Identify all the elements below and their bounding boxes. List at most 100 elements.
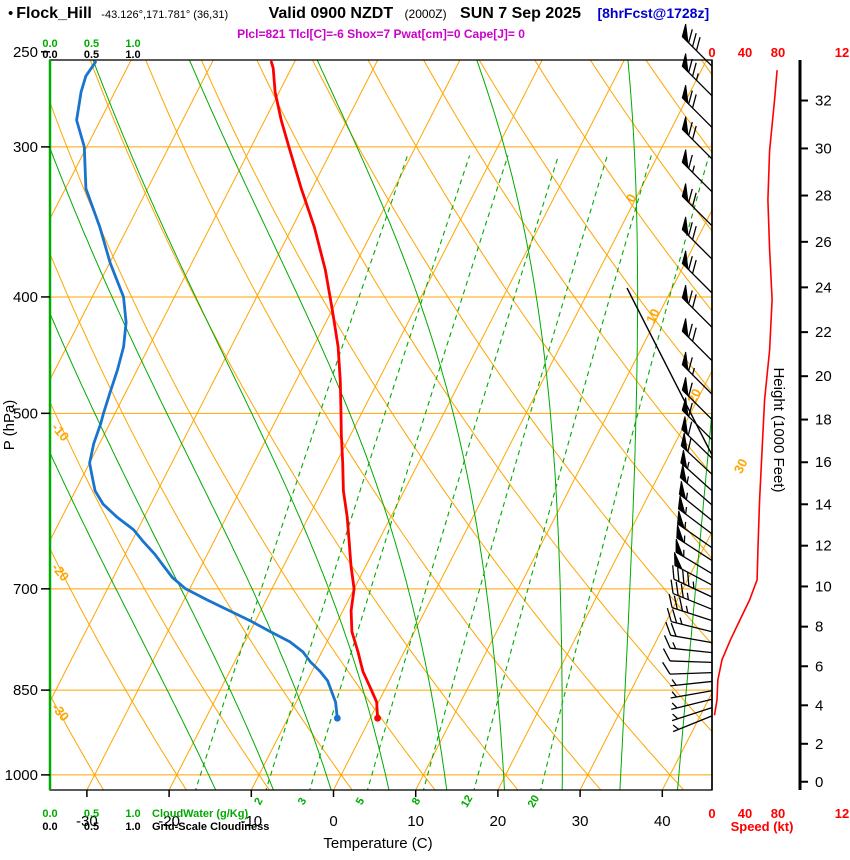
temperature-trace — [270, 60, 379, 720]
speed-tick-label-top: 80 — [771, 45, 785, 60]
mixing-ratio-label: 8 — [410, 796, 423, 807]
temperature-tick-label: 20 — [490, 813, 507, 830]
moist-adiabat-line — [316, 60, 506, 790]
wind-barb-staff — [670, 660, 713, 664]
wind-barb-pennant — [676, 524, 685, 544]
isotherm-line — [168, 60, 543, 790]
cloudiness-scale-title: Grid-Scale Cloudiness — [152, 821, 269, 833]
height-tick-label: 2 — [815, 736, 823, 753]
pressure-tick-label: 850 — [13, 682, 38, 699]
wind-barb-half — [684, 507, 688, 515]
station-name: Flock_Hill — [16, 5, 92, 22]
wind-barb-staff — [670, 690, 713, 699]
wind-barb-staff — [673, 578, 713, 598]
wind-barb-full — [662, 648, 671, 662]
moist-adiabat-line — [677, 405, 712, 790]
grid-lines — [50, 60, 712, 790]
wind-barb-pennant — [681, 116, 689, 137]
surface-dewpoint-marker — [333, 714, 341, 722]
isotherm-line — [497, 369, 712, 790]
temperature-tick-label: -20 — [158, 813, 180, 830]
moist-adiabat-line — [476, 60, 563, 790]
wind-barb-full — [688, 290, 693, 305]
isotherm-line — [50, 60, 214, 381]
dry-adiabat-line — [478, 60, 712, 393]
wind-barb-pennant — [681, 397, 689, 418]
temperature-axis: -30 -20 -10 0 10 20 30 40 Temperature (C) — [76, 790, 671, 852]
wind-barb-full — [675, 581, 679, 596]
wind-barb-half — [685, 605, 689, 613]
height-tick-label: 22 — [815, 324, 832, 341]
isotherm-line — [50, 60, 296, 542]
wind-barb-pennant — [681, 284, 689, 305]
dry-adiabat-line — [534, 60, 712, 312]
wind-barb-full — [688, 29, 693, 44]
wind-barb-staff — [671, 706, 713, 722]
wind-barb-full — [691, 33, 697, 47]
wind-barb-half — [672, 713, 679, 720]
mixing-ratio-label: 5 — [354, 796, 367, 807]
wind-barb-half — [671, 679, 677, 686]
temperature-tick-label: 0 — [329, 813, 337, 830]
wind-barb-full — [691, 294, 697, 309]
wind-barb-half — [691, 367, 695, 375]
wind-barb-staff — [671, 607, 713, 622]
wind-barbs — [662, 23, 713, 733]
wind-barb-pennant — [675, 538, 684, 558]
wind-barb-full — [680, 583, 684, 598]
moist-adiabat-line — [92, 60, 390, 790]
wind-barb-staff — [670, 671, 713, 675]
station-coords: -43.126°,171.781° (36,31) — [101, 9, 229, 21]
wind-barb-pennant — [678, 481, 687, 501]
wind-barb-full — [663, 635, 671, 649]
wind-barb-full — [688, 188, 693, 203]
dry-adiabat-line — [50, 101, 436, 790]
cloudwater-tick-bottom: 0.5 — [84, 808, 99, 820]
wind-barb-full — [691, 259, 697, 274]
height-tick-label: 18 — [815, 412, 832, 429]
wind-barb-full — [688, 357, 693, 372]
dry-adiabat-line — [423, 60, 712, 476]
mixing-ratio-line — [309, 155, 509, 790]
height-tick-label: 32 — [815, 93, 832, 110]
cloudiness-tick-bottom: 0.5 — [84, 821, 99, 833]
cloudiness-tick-bottom: 1.0 — [125, 821, 140, 833]
wind-barb-full — [691, 225, 697, 240]
cloudiness-tick-top: 0.0 — [42, 49, 57, 61]
wind-barb-staff — [671, 698, 713, 711]
annotation-diagonal-line — [626, 287, 713, 456]
wind-barb-full — [688, 323, 693, 338]
wind-barb-half — [685, 492, 689, 500]
wind-barb-full — [677, 567, 680, 582]
isotherm-line — [86, 60, 461, 790]
pressure-tick-label: 700 — [13, 581, 38, 598]
height-tick-label: 26 — [815, 234, 832, 251]
dry-adiabat-line — [50, 252, 353, 790]
isotherm-line — [415, 209, 712, 790]
dry-adiabat-line — [256, 60, 712, 733]
mixing-ratio-line — [422, 155, 608, 790]
valid-time: Valid 0900 NZDT — [268, 5, 394, 22]
forecast-tag: [8hrFcst@1728z] — [597, 5, 710, 21]
speed-tick-label-bottom: 0 — [708, 806, 715, 821]
dry-adiabat-line — [50, 547, 187, 790]
wind-barb-full — [662, 661, 671, 675]
wind-barb-pennant — [681, 250, 689, 271]
isotherm-label: 30 — [731, 456, 751, 476]
isotherm-line — [579, 530, 712, 790]
dewpoint-trace — [75, 60, 339, 720]
wind-barb-full — [687, 438, 692, 452]
mixing-ratio-line — [540, 155, 710, 790]
surface-temp-marker — [374, 714, 381, 722]
mixing-ratio-line — [194, 155, 409, 790]
wind-barb-pennant — [680, 449, 688, 470]
height-tick-label: 6 — [815, 658, 823, 675]
wind-barb-half — [679, 617, 683, 625]
temperature-tick-label: 40 — [654, 813, 671, 830]
valid-date: SUN 7 Sep 2025 — [460, 5, 581, 22]
wind-barb-pennant — [673, 552, 684, 571]
